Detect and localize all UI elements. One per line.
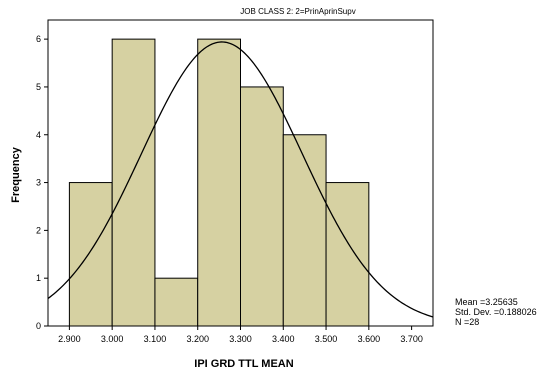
y-tick-label: 3	[36, 178, 41, 188]
normal-curve	[47, 41, 434, 318]
y-tick-label: 0	[36, 321, 41, 331]
y-axis-label: Frequency	[10, 146, 22, 203]
x-tick-label: 3.600	[358, 334, 381, 344]
histogram-bar-7	[325, 182, 370, 327]
histogram-bar-3	[154, 277, 199, 327]
histogram-bar-6	[282, 134, 327, 327]
x-tick-label: 3.200	[186, 334, 209, 344]
statistics-legend: Mean =3.25635 Std. Dev. =0.188026 N =28	[455, 297, 537, 327]
y-tick-label: 2	[36, 225, 41, 235]
y-tick-label: 5	[36, 82, 41, 92]
x-tick-label: 3.500	[315, 334, 338, 344]
stat-n: N =28	[455, 317, 480, 327]
x-tick-label: 3.100	[144, 334, 167, 344]
x-tick-label: 3.700	[400, 334, 423, 344]
x-tick-label: 3.300	[229, 334, 252, 344]
x-tick-label: 3.000	[101, 334, 124, 344]
x-axis-label: IPI GRD TTL MEAN	[194, 358, 293, 370]
stat-mean: Mean =3.25635	[455, 297, 518, 307]
y-tick-label: 4	[36, 130, 41, 140]
x-tick-label: 3.400	[272, 334, 295, 344]
chart-title: JOB CLASS 2: 2=PrinAprinSupv	[240, 7, 355, 16]
histogram-bar-1	[68, 182, 113, 327]
histogram-bar-2	[111, 38, 156, 327]
x-tick-label: 2.900	[58, 334, 81, 344]
stat-std-dev: Std. Dev. =0.188026	[455, 307, 537, 317]
histogram-bar-5	[240, 86, 284, 327]
y-tick-label: 1	[36, 273, 41, 283]
y-tick-label: 6	[36, 34, 41, 44]
histogram-bar-4	[197, 38, 242, 327]
